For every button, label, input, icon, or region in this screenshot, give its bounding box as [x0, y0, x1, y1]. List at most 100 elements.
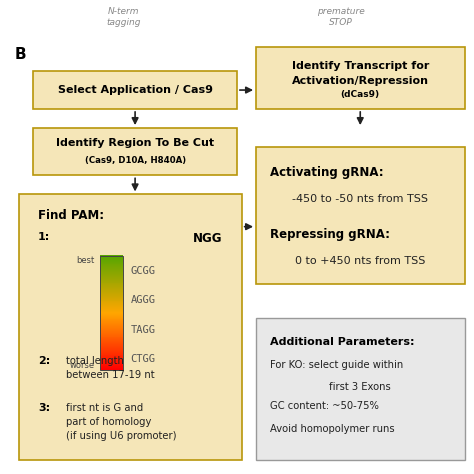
Bar — [100, 329, 123, 331]
Bar — [100, 364, 123, 366]
Bar — [100, 260, 123, 262]
Bar — [100, 337, 123, 339]
Text: 3:: 3: — [38, 403, 50, 413]
Bar — [100, 276, 123, 278]
Text: first 3 Exons: first 3 Exons — [329, 382, 391, 392]
Text: AGGG: AGGG — [130, 295, 155, 305]
Bar — [100, 259, 123, 261]
Bar — [100, 336, 123, 337]
Bar — [100, 321, 123, 323]
Text: CTGG: CTGG — [130, 355, 155, 365]
Bar — [100, 268, 123, 270]
Bar — [100, 360, 123, 362]
Bar — [100, 291, 123, 293]
Bar — [100, 256, 123, 370]
Text: Repressing gRNA:: Repressing gRNA: — [270, 228, 390, 240]
Bar — [100, 310, 123, 312]
Bar — [100, 282, 123, 283]
Text: first nt is G and
part of homology
(if using U6 promoter): first nt is G and part of homology (if u… — [66, 403, 177, 441]
Bar — [100, 338, 123, 340]
Bar — [100, 301, 123, 303]
Bar — [100, 262, 123, 264]
Text: worse: worse — [70, 361, 95, 370]
Bar — [19, 194, 242, 460]
Bar — [100, 270, 123, 272]
Bar — [100, 293, 123, 295]
Bar — [100, 348, 123, 350]
Bar — [33, 128, 237, 175]
Bar — [100, 361, 123, 363]
Text: 0 to +450 nts from TSS: 0 to +450 nts from TSS — [295, 256, 426, 266]
Bar — [100, 319, 123, 321]
Bar — [100, 294, 123, 296]
Bar — [100, 368, 123, 370]
Bar — [100, 258, 123, 260]
Bar — [100, 255, 123, 257]
Bar — [100, 275, 123, 277]
Text: (Cas9, D10A, H840A): (Cas9, D10A, H840A) — [84, 156, 186, 164]
Bar — [100, 350, 123, 352]
Bar — [100, 300, 123, 301]
Text: -450 to -50 nts from TSS: -450 to -50 nts from TSS — [292, 194, 428, 204]
Bar — [100, 344, 123, 346]
Bar — [100, 326, 123, 328]
Bar — [100, 322, 123, 324]
Bar — [256, 147, 465, 284]
Bar — [100, 317, 123, 319]
Bar — [100, 334, 123, 336]
Bar — [100, 315, 123, 317]
Bar — [100, 274, 123, 276]
Text: TAGG: TAGG — [130, 325, 155, 335]
Bar — [100, 267, 123, 269]
Bar — [100, 288, 123, 290]
Text: Select Application / Cas9: Select Application / Cas9 — [57, 85, 213, 95]
Bar — [100, 335, 123, 337]
Text: Identify Region To Be Cut: Identify Region To Be Cut — [56, 138, 214, 148]
Bar — [100, 264, 123, 266]
Bar — [100, 306, 123, 308]
Bar — [100, 301, 123, 302]
Bar — [100, 354, 123, 356]
Bar — [256, 47, 465, 109]
Bar — [100, 342, 123, 344]
Text: Identify Transcript for: Identify Transcript for — [292, 61, 429, 72]
Bar — [100, 320, 123, 322]
Bar — [100, 273, 123, 275]
Bar — [100, 351, 123, 353]
Bar — [100, 283, 123, 284]
Bar — [100, 353, 123, 355]
Bar — [100, 278, 123, 280]
Bar — [100, 365, 123, 367]
Bar — [100, 277, 123, 279]
Bar — [100, 284, 123, 286]
Text: GC content: ~50-75%: GC content: ~50-75% — [270, 401, 379, 410]
Bar — [100, 319, 123, 320]
Bar — [100, 367, 123, 369]
Bar — [100, 286, 123, 288]
Bar — [100, 257, 123, 259]
Bar — [100, 345, 123, 347]
Bar — [100, 285, 123, 287]
Bar — [100, 366, 123, 368]
Text: Avoid homopolymer runs: Avoid homopolymer runs — [270, 424, 395, 434]
Bar — [100, 256, 123, 258]
Text: For KO: select guide within: For KO: select guide within — [270, 360, 403, 370]
Bar — [100, 295, 123, 297]
Bar — [100, 356, 123, 358]
Bar — [100, 347, 123, 349]
Bar — [100, 358, 123, 360]
Bar — [100, 325, 123, 327]
Bar — [100, 341, 123, 343]
Bar — [100, 292, 123, 294]
Bar — [100, 362, 123, 364]
Bar — [100, 356, 123, 357]
Bar — [100, 359, 123, 361]
Text: Additional Parameters:: Additional Parameters: — [270, 337, 415, 346]
Text: B: B — [14, 47, 26, 63]
Bar — [100, 330, 123, 332]
Bar — [100, 307, 123, 309]
Text: Find PAM:: Find PAM: — [38, 209, 104, 221]
Bar — [256, 318, 465, 460]
Bar — [100, 263, 123, 264]
Bar — [100, 299, 123, 301]
